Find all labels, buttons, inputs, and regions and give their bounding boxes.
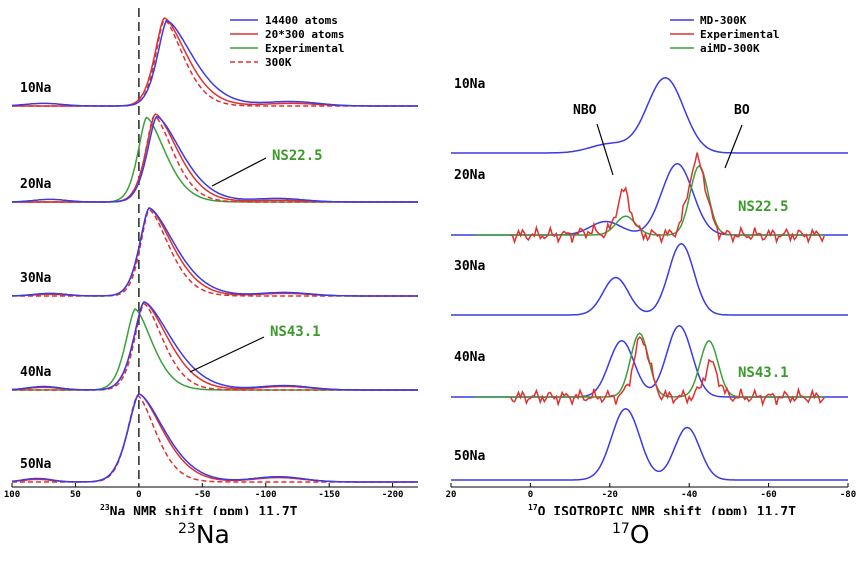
na-series-14400-atoms [11,301,418,391]
left-x-tick-label: -200 [382,490,404,500]
right-annotation-ns22-5: NS22.5 [738,199,789,215]
left-caption-superscript: 23 [178,521,196,537]
right-legend-label: aiMD-300K [700,42,760,55]
chart-canvas: 100 50 0 -50 -100 -150 -20010Na20Na30Na40Na50N… [4,8,856,520]
right-x-tick-label: 20 [446,490,457,500]
o-series-experimental [509,336,825,408]
left-annotation-pointer [211,157,267,187]
left-x-tick-label: -100 [255,490,277,500]
right-x-tick-label: -20 [602,490,618,500]
right-panel-caption: 17O [612,520,650,549]
left-annotation-ns22-5: NS22.5 [272,148,323,164]
right-legend-label: MD-300K [700,14,747,27]
right-x-tick-label: -40 [681,490,697,500]
left-legend-label: 14400 atoms [265,14,338,27]
left-x-tick-label: 50 [70,490,81,500]
na-series-experimental [12,116,418,203]
left-row-label: 20Na [20,177,51,192]
left-row-label: 10Na [20,81,51,96]
left-legend-label: Experimental [265,42,344,55]
left-panel-caption: 23Na [178,520,230,549]
left-annotation-ns43-1: NS43.1 [270,324,321,340]
right-x-tick-label: 0 [528,490,533,500]
na-series-20-300-atoms [12,301,418,391]
right-row-label: 50Na [454,449,485,464]
na-series-14400-atoms [11,393,418,483]
left-legend-label: 300K [265,56,292,69]
left-legend-label: 20*300 atoms [265,28,344,41]
na-series-300k [12,208,418,297]
right-x-axis-label: 17O ISOTROPIC NMR shift (ppm) 11.7T [528,503,796,515]
right-annotation-pointer [596,123,614,176]
na-series-14400-atoms [12,19,418,107]
right-annotation-nbo: NBO [573,103,597,118]
right-annotation-ns43-1: NS43.1 [738,365,789,381]
left-x-axis-label: 23Na NMR shift (ppm) 11.7T [100,503,298,515]
right-x-tick-label: -60 [760,490,776,500]
o-series-md-300k [451,242,848,316]
na-series-300k [12,394,418,483]
na-series-20-300-atoms [12,113,418,203]
left-x-tick-label: -150 [318,490,340,500]
left-x-tick-label: 0 [136,490,141,500]
left-row-label: 50Na [20,457,51,472]
left-annotation-pointer [189,336,265,373]
left-caption-element: Na [195,520,230,549]
na-series-300k [12,302,418,391]
left-row-label: 30Na [20,271,51,286]
right-caption-element: O [629,520,650,549]
na-series-20-300-atoms [12,393,418,483]
o-series-md-300k [451,407,848,481]
left-x-tick-label: -50 [194,490,210,500]
left-row-label: 40Na [20,365,51,380]
right-row-label: 40Na [454,350,485,365]
right-row-label: 30Na [454,259,485,274]
o-series-experimental [510,152,825,245]
right-legend-label: Experimental [700,28,779,41]
na-series-20-300-atoms [12,207,418,297]
right-annotation-pointer [724,124,743,169]
na-series-300k [12,114,418,203]
right-caption-superscript: 17 [612,521,630,537]
left-x-tick-label: 100 [4,490,20,500]
o-series-md-300k [451,77,848,154]
right-annotation-bo: BO [734,103,750,118]
na-series-experimental [12,308,418,391]
right-x-tick-label: -80 [840,490,856,500]
na-series-14400-atoms [12,207,418,297]
na-series-20-300-atoms [12,17,418,107]
na-series-14400-atoms [12,115,418,203]
right-row-label: 20Na [454,168,485,183]
right-row-label: 10Na [454,77,485,92]
